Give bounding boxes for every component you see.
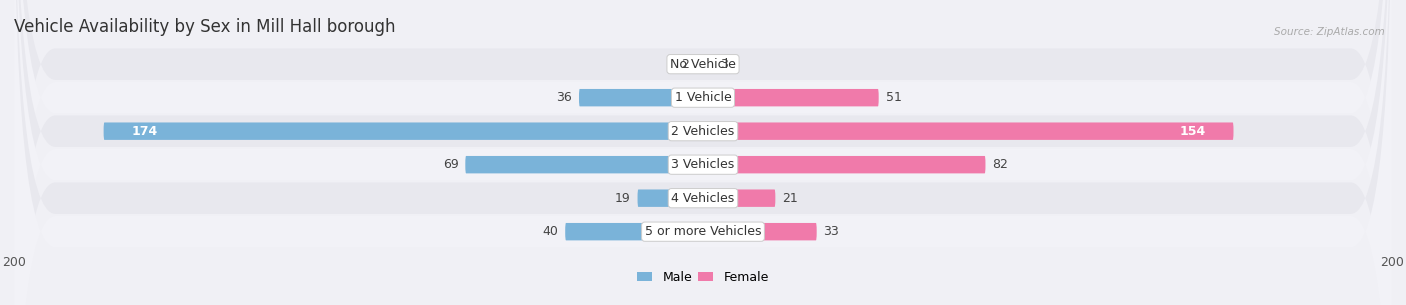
Text: 36: 36 — [557, 91, 572, 104]
FancyBboxPatch shape — [696, 56, 703, 73]
Text: 5 or more Vehicles: 5 or more Vehicles — [645, 225, 761, 238]
Text: 51: 51 — [886, 91, 901, 104]
Text: 3 Vehicles: 3 Vehicles — [672, 158, 734, 171]
FancyBboxPatch shape — [637, 189, 703, 207]
Text: Source: ZipAtlas.com: Source: ZipAtlas.com — [1274, 27, 1385, 38]
Text: 4 Vehicles: 4 Vehicles — [672, 192, 734, 205]
Text: No Vehicle: No Vehicle — [671, 58, 735, 71]
Text: 174: 174 — [131, 125, 157, 138]
FancyBboxPatch shape — [14, 0, 1392, 305]
Text: 82: 82 — [993, 158, 1008, 171]
Text: 40: 40 — [543, 225, 558, 238]
Text: Vehicle Availability by Sex in Mill Hall borough: Vehicle Availability by Sex in Mill Hall… — [14, 18, 395, 36]
Text: 33: 33 — [824, 225, 839, 238]
FancyBboxPatch shape — [703, 89, 879, 106]
Text: 2: 2 — [682, 58, 689, 71]
Text: 21: 21 — [782, 192, 799, 205]
FancyBboxPatch shape — [579, 89, 703, 106]
Text: 1 Vehicle: 1 Vehicle — [675, 91, 731, 104]
FancyBboxPatch shape — [14, 0, 1392, 305]
FancyBboxPatch shape — [703, 56, 713, 73]
FancyBboxPatch shape — [565, 223, 703, 240]
FancyBboxPatch shape — [14, 0, 1392, 305]
FancyBboxPatch shape — [14, 0, 1392, 305]
Text: 19: 19 — [614, 192, 631, 205]
Text: 3: 3 — [720, 58, 728, 71]
FancyBboxPatch shape — [465, 156, 703, 173]
FancyBboxPatch shape — [703, 156, 986, 173]
FancyBboxPatch shape — [703, 189, 775, 207]
Text: 154: 154 — [1180, 125, 1206, 138]
FancyBboxPatch shape — [703, 223, 817, 240]
Legend: Male, Female: Male, Female — [633, 266, 773, 289]
FancyBboxPatch shape — [703, 123, 1233, 140]
FancyBboxPatch shape — [14, 0, 1392, 305]
Text: 69: 69 — [443, 158, 458, 171]
Text: 2 Vehicles: 2 Vehicles — [672, 125, 734, 138]
FancyBboxPatch shape — [104, 123, 703, 140]
FancyBboxPatch shape — [14, 0, 1392, 305]
